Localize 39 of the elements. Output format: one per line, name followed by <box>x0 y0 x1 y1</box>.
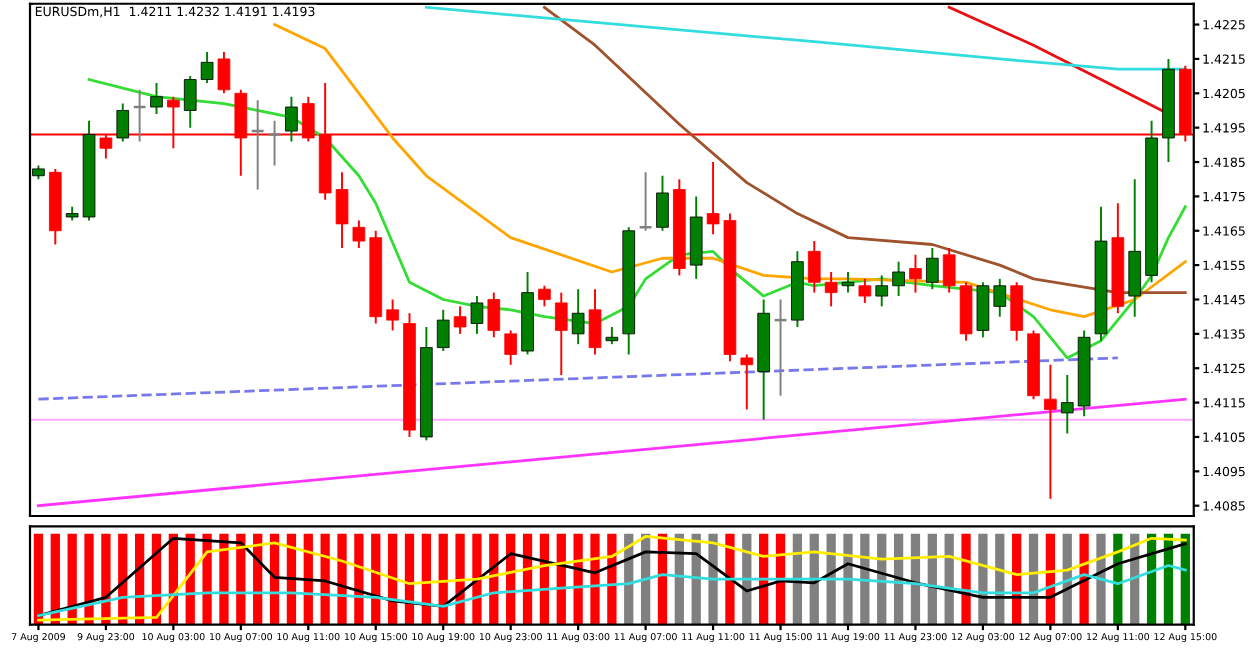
candlestick <box>504 329 517 366</box>
candlestick <box>1044 363 1057 500</box>
candlestick <box>571 288 585 346</box>
candlestick <box>976 281 990 339</box>
candlestick <box>909 253 922 294</box>
candlestick <box>554 291 568 377</box>
candlestick <box>1060 374 1074 435</box>
candlestick <box>217 51 231 95</box>
candlestick <box>386 298 399 332</box>
candlestick <box>841 271 855 294</box>
candlestick <box>993 277 1007 318</box>
candlestick <box>858 277 872 304</box>
line-series <box>273 23 1187 319</box>
candlestick <box>875 274 889 308</box>
candlestick <box>352 219 366 249</box>
candlestick <box>942 246 956 294</box>
candlestick <box>1128 178 1142 318</box>
line-series <box>543 5 1187 294</box>
candlestick <box>487 291 501 339</box>
candlestick <box>200 51 214 84</box>
candlestick <box>892 260 905 298</box>
candlestick <box>740 353 754 411</box>
candlestick <box>588 288 602 356</box>
candlestick <box>183 75 197 129</box>
candlestick <box>267 119 282 167</box>
line-series <box>87 78 1187 360</box>
candlestick <box>116 102 130 143</box>
candlestick <box>538 284 551 308</box>
candlestick <box>436 308 450 353</box>
candlestick <box>453 305 467 335</box>
candlestick <box>824 271 838 308</box>
candlestick <box>656 174 669 232</box>
candlestick <box>926 246 939 291</box>
candlestick <box>807 240 821 294</box>
candlestick <box>150 82 163 115</box>
candlestick <box>1010 281 1023 342</box>
candlestick <box>638 171 653 232</box>
candlestick <box>285 95 298 143</box>
candlestick <box>470 295 484 335</box>
